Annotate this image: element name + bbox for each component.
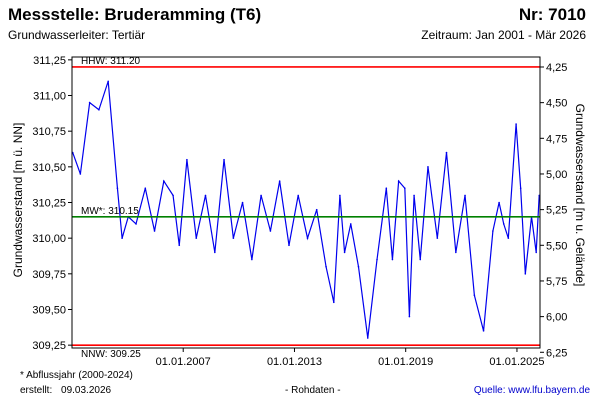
series-point xyxy=(427,166,429,168)
series-point xyxy=(278,180,281,182)
x-tick-label: 01.01.2019 xyxy=(378,356,433,368)
series-point xyxy=(339,194,341,197)
series-point xyxy=(366,337,369,339)
series-point xyxy=(260,194,262,197)
series-point xyxy=(232,237,235,239)
series-point xyxy=(178,244,181,247)
y-tick-label-left: 310,25 xyxy=(32,198,66,210)
series-point xyxy=(116,187,119,190)
created-date: 09.03.2026 xyxy=(61,385,112,396)
series-point xyxy=(153,230,156,232)
y-tick-label-right: 4,50 xyxy=(546,98,567,110)
reference-label: MW*: 310.15 xyxy=(81,206,139,217)
aquifer-subtitle: Grundwasserleiter: Tertiär xyxy=(8,28,146,42)
footnote: * Abflussjahr (2000-2024) xyxy=(20,370,133,381)
series-point xyxy=(223,158,225,161)
series-point xyxy=(498,201,500,204)
series-point xyxy=(349,223,352,225)
series-point xyxy=(269,230,272,232)
series-point xyxy=(492,230,494,232)
series-point xyxy=(507,237,510,239)
series-point xyxy=(306,237,309,239)
series-point xyxy=(144,187,147,190)
series-line xyxy=(72,81,540,339)
series-point xyxy=(357,265,360,268)
series-point xyxy=(251,258,253,261)
y-tick-label-left: 309,25 xyxy=(32,340,66,352)
series-point xyxy=(419,258,422,261)
y-tick-label-left: 310,00 xyxy=(32,233,66,245)
series-point xyxy=(391,258,394,261)
series-point xyxy=(502,223,505,225)
x-tick-label: 01.01.2013 xyxy=(267,356,322,368)
chart-title: Messstelle: Bruderamming (T6) xyxy=(8,5,262,24)
series-point xyxy=(404,187,406,190)
series-point xyxy=(88,101,91,104)
series-point xyxy=(482,330,485,332)
series-point xyxy=(445,151,448,154)
series-point xyxy=(343,251,346,254)
x-tick-label: 01.01.2007 xyxy=(156,356,211,368)
y-tick-label-right: 4,25 xyxy=(546,62,567,74)
y-tick-label-left: 309,50 xyxy=(32,304,66,316)
data-type-label: - Rohdaten - xyxy=(285,385,341,396)
y-tick-label-left: 311,00 xyxy=(33,91,66,103)
series-point xyxy=(315,208,318,211)
x-tick-label: 01.01.2025 xyxy=(489,356,544,368)
series-point xyxy=(455,251,457,254)
series-point xyxy=(376,258,378,261)
series-point xyxy=(397,180,400,182)
series-point xyxy=(473,294,476,297)
series-point xyxy=(408,315,411,318)
series-point xyxy=(135,223,137,225)
series-point xyxy=(214,251,216,254)
y-tick-label-right: 5,25 xyxy=(546,205,567,217)
series-point xyxy=(186,158,188,161)
y-tick-label-right: 5,75 xyxy=(546,276,567,288)
created-info: erstellt: 09.03.2026 xyxy=(20,385,117,396)
series-point xyxy=(195,237,198,239)
station-number: Nr: 7010 xyxy=(518,5,586,24)
series-point xyxy=(524,273,527,275)
y-tick-label-left: 309,75 xyxy=(32,269,66,281)
y-tick-label-left: 311,25 xyxy=(33,55,66,67)
series-point xyxy=(172,194,174,197)
y-tick-label-left: 310,75 xyxy=(32,126,66,138)
reference-label: HHW: 311.20 xyxy=(81,56,141,67)
source-link[interactable]: Quelle: www.lfu.bayern.de xyxy=(473,385,590,396)
series-point xyxy=(241,201,244,204)
series-point xyxy=(121,237,123,239)
y-tick-label-right: 4,75 xyxy=(546,133,567,145)
y-tick-label-right: 6,00 xyxy=(546,312,567,324)
series-point xyxy=(535,251,537,254)
series-point xyxy=(333,301,335,304)
series-point xyxy=(519,187,522,190)
series-point xyxy=(464,194,466,197)
y-tick-label-right: 5,00 xyxy=(546,169,567,181)
y-tick-label-left: 310,50 xyxy=(32,162,66,174)
series-point xyxy=(385,187,388,190)
series-point xyxy=(515,123,517,125)
series-point xyxy=(325,265,327,268)
y-tick-label-right: 5,50 xyxy=(546,240,567,252)
series-point xyxy=(413,194,415,197)
series-point xyxy=(288,244,290,247)
period-label: Zeitraum: Jan 2001 - Mär 2026 xyxy=(421,28,586,42)
series-point xyxy=(297,194,299,197)
reference-label: NNW: 309.25 xyxy=(81,349,141,360)
series-point xyxy=(98,108,100,111)
series-point xyxy=(436,237,439,239)
y-tick-label-right: 6,25 xyxy=(546,347,567,359)
series-point xyxy=(163,180,165,182)
series-point xyxy=(204,194,207,197)
created-label: erstellt: xyxy=(20,385,53,396)
series-point xyxy=(107,80,109,83)
series-point xyxy=(79,173,82,175)
